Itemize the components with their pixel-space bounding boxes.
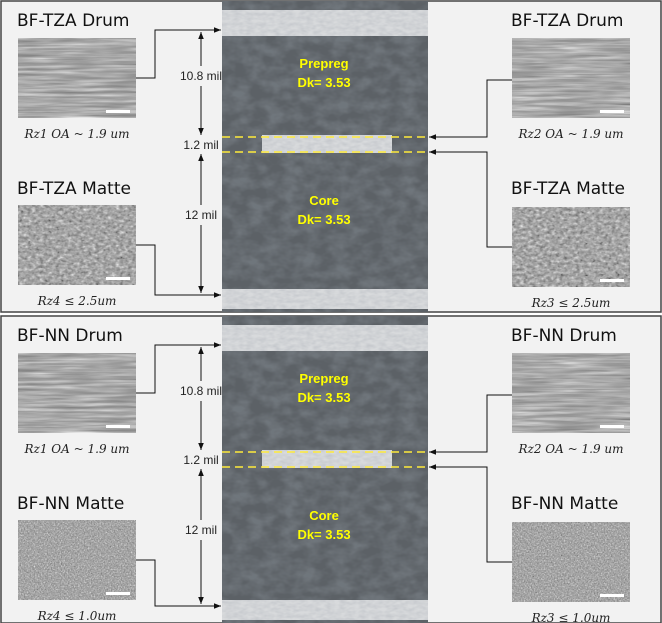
copper-texture [222,600,428,620]
panel: Prepreg Dk= 3.53 Core Dk= 3.53 BF-TZA Drum Rz… [0,0,662,313]
dimension-label: 12 mil [185,208,217,222]
layer-dk: Dk= 3.53 [297,212,350,227]
sample-title: BF-NN Matte [511,494,618,514]
roughness-caption: Rz1 OA ~ 1.9 um [24,442,130,456]
copper-texture [222,325,428,351]
dimension-label: 10.8 mil [180,69,222,83]
scale-bar [106,110,130,113]
scale-bar [106,277,130,280]
scale-bar [600,594,624,597]
layer-name: Prepreg [299,56,348,71]
copper-texture [222,289,428,309]
layer-name: Core [309,193,339,208]
roughness-caption: Rz2 OA ~ 1.9 um [518,442,624,456]
scale-bar [600,110,624,113]
scale-bar [600,279,624,282]
sample-title: BF-NN Drum [511,326,617,346]
layer-dk: Dk= 3.53 [297,390,350,405]
roughness-caption: Rz3 ≤ 2.5um [531,296,611,310]
sample-texture [512,522,630,602]
dimension-label: 1.2 mil [183,138,218,152]
sample-title: BF-TZA Drum [17,11,130,31]
connector [136,244,221,298]
scale-bar [600,425,624,428]
connector [429,394,512,455]
sample-title: BF-TZA Drum [511,11,624,31]
dimension-label: 12 mil [185,523,217,537]
roughness-caption: Rz1 OA ~ 1.9 um [24,127,130,141]
sample-texture [512,207,630,287]
roughness-caption: Rz4 ≤ 2.5um [37,294,117,308]
scale-bar [106,592,130,595]
sample-texture [18,38,136,118]
layer-dk: Dk= 3.53 [297,527,350,542]
dimension-label: 1.2 mil [183,453,218,467]
micrograph-texture [222,316,428,623]
connector [429,79,512,140]
sample-title: BF-TZA Matte [511,179,625,199]
connector [136,559,221,609]
connector [136,27,221,79]
copper-texture [222,10,428,36]
sample-texture [18,520,136,600]
dimension-label: 10.8 mil [180,384,222,398]
roughness-caption: Rz2 OA ~ 1.9 um [518,127,624,141]
sample-title: BF-TZA Matte [17,179,131,199]
sample-texture [512,353,630,433]
scale-bar [106,425,130,428]
sample-texture [18,205,136,285]
layer-dk: Dk= 3.53 [297,75,350,90]
layer-name: Core [309,508,339,523]
connector [429,149,512,248]
copper-texture [262,135,392,153]
panel: Prepreg Dk= 3.53 Core Dk= 3.53 BF-NN Drum Rz1… [0,315,662,623]
micrograph-texture [222,1,428,312]
sample-texture [18,353,136,433]
layer-name: Prepreg [299,371,348,386]
connector [429,464,512,563]
copper-texture [262,450,392,468]
roughness-caption: Rz3 ≤ 1.0um [531,611,611,623]
sample-title: BF-NN Drum [17,326,123,346]
sample-texture [512,38,630,118]
connector [136,342,221,394]
sample-title: BF-NN Matte [17,494,124,514]
roughness-caption: Rz4 ≤ 1.0um [37,609,117,623]
